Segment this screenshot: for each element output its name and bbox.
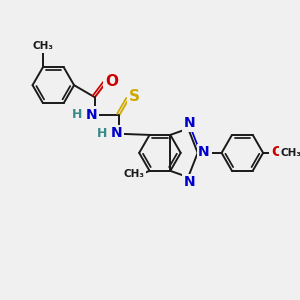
Text: S: S	[129, 89, 140, 104]
Text: H: H	[72, 108, 83, 121]
Text: H: H	[97, 127, 107, 140]
Text: CH₃: CH₃	[32, 41, 53, 51]
Text: N: N	[198, 145, 210, 159]
Text: N: N	[184, 116, 195, 130]
Text: O: O	[105, 74, 118, 88]
Text: CH₃: CH₃	[280, 148, 300, 158]
Text: N: N	[111, 126, 122, 140]
Text: O: O	[271, 145, 283, 159]
Text: CH₃: CH₃	[124, 169, 145, 179]
Text: N: N	[86, 108, 98, 122]
Text: N: N	[184, 176, 195, 189]
